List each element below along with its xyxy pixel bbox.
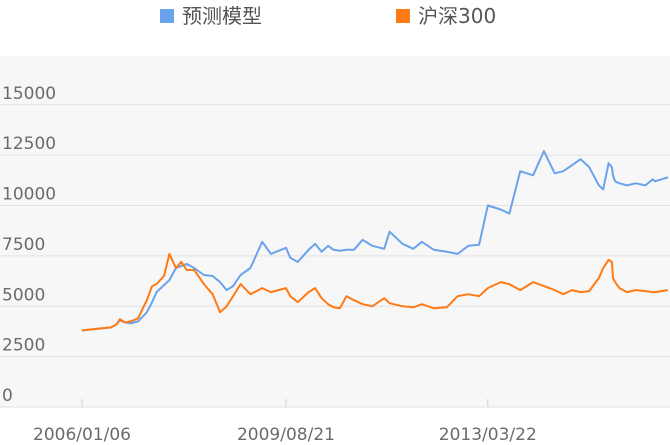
legend-item-csi300[interactable]: 沪深300 xyxy=(396,4,496,28)
series-group xyxy=(81,150,669,332)
y-tick-label: 0 xyxy=(2,386,13,406)
x-tick-label: 2006/01/06 xyxy=(33,425,131,445)
series-line-predict xyxy=(81,150,669,332)
y-tick-label: 2500 xyxy=(2,336,45,356)
x-axis-ticks: 2006/01/06 2009/08/21 2013/03/22 xyxy=(33,399,537,445)
legend-label-csi300: 沪深300 xyxy=(418,4,497,28)
legend-label-predict: 预测模型 xyxy=(182,4,262,28)
series-line-csi300 xyxy=(81,252,669,332)
x-tick-label: 2013/03/22 xyxy=(439,425,537,445)
y-tick-label: 12500 xyxy=(2,134,56,154)
y-tick-label: 5000 xyxy=(2,285,45,305)
y-tick-label: 15000 xyxy=(2,84,56,104)
chart-legend: 预测模型 沪深300 xyxy=(0,0,670,34)
plot-background xyxy=(0,56,670,407)
legend-item-predict[interactable]: 预测模型 xyxy=(160,4,262,28)
y-tick-label: 10000 xyxy=(2,185,56,205)
y-tick-label: 7500 xyxy=(2,235,45,255)
grid xyxy=(0,104,670,408)
legend-swatch-csi300 xyxy=(396,9,410,23)
x-tick-label: 2009/08/21 xyxy=(237,425,335,445)
legend-swatch-predict xyxy=(160,9,174,23)
y-axis-ticks: 0 2500 5000 7500 10000 12500 15000 xyxy=(2,84,56,406)
